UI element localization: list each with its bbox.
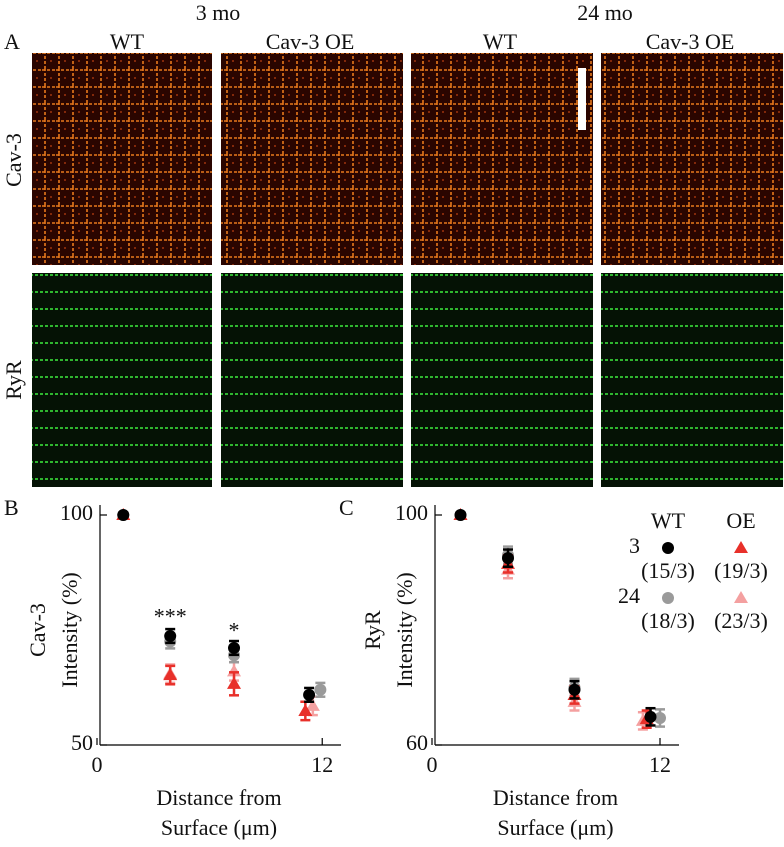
image: [601, 273, 783, 487]
legend-column: WT: [651, 508, 686, 533]
marker: [305, 698, 320, 711]
panel-letter: B: [4, 495, 19, 520]
annotation: ***: [154, 604, 187, 629]
group-label: 3 mo: [196, 0, 241, 25]
x-tick-label: 12: [311, 752, 333, 777]
y-tick-label: 50: [71, 730, 93, 755]
y-axis-title: Intensity (%): [57, 572, 82, 687]
x-tick-label: 12: [649, 752, 671, 777]
x-axis-title: Distance from: [493, 785, 618, 810]
y-tick-label: 100: [395, 500, 428, 525]
marker: [163, 668, 178, 681]
row-label: Cav-3: [1, 133, 26, 187]
legend-count: (19/3): [714, 558, 768, 583]
marker: [654, 711, 666, 724]
marker: [228, 641, 241, 654]
x-axis-title: Surface (μm): [497, 815, 613, 840]
legend-count: (23/3): [714, 608, 768, 633]
legend-marker: [734, 541, 748, 553]
y-axis-title: Cav-3: [25, 603, 50, 657]
marker: [314, 683, 327, 696]
marker: [117, 509, 130, 521]
x-axis-title: Distance from: [156, 785, 281, 810]
column-label: Cav-3 OE: [646, 29, 735, 54]
marker: [298, 703, 313, 716]
legend-count: (15/3): [641, 558, 695, 583]
image: [32, 53, 212, 265]
column-label: Cav-3 OE: [266, 29, 355, 54]
column-label: WT: [110, 29, 145, 54]
marker: [502, 552, 514, 565]
y-axis-title: Intensity (%): [392, 572, 417, 687]
x-tick-label: 0: [427, 752, 438, 777]
y-axis-title: RyR: [360, 610, 385, 650]
image: [32, 273, 212, 487]
marker: [227, 676, 242, 689]
legend-marker: [662, 542, 674, 554]
legend-marker: [734, 591, 748, 603]
image: [221, 273, 403, 487]
legend-marker: [662, 592, 674, 604]
marker: [454, 509, 467, 521]
group-label: 24 mo: [577, 0, 633, 25]
row-label: RyR: [1, 360, 26, 400]
y-tick-label: 100: [60, 500, 93, 525]
column-label: WT: [483, 29, 518, 54]
image: [411, 53, 593, 265]
legend-count: (18/3): [641, 608, 695, 633]
marker: [568, 683, 581, 696]
x-axis-title: Surface (μm): [161, 815, 277, 840]
annotation: *: [229, 617, 240, 642]
y-tick-label: 60: [406, 730, 428, 755]
scale-bar: [578, 68, 586, 130]
panel-letter: A: [4, 29, 20, 54]
marker: [164, 629, 177, 642]
panel-letter: C: [339, 495, 354, 520]
marker: [644, 710, 657, 723]
legend-row: 3: [629, 533, 640, 558]
panel-a-images: [32, 53, 783, 487]
legend-row: 24: [618, 583, 640, 608]
image: [411, 273, 593, 487]
image: [601, 53, 783, 265]
marker: [303, 688, 316, 701]
legend-column: OE: [726, 508, 755, 533]
image: [221, 53, 403, 265]
x-tick-label: 0: [92, 752, 103, 777]
